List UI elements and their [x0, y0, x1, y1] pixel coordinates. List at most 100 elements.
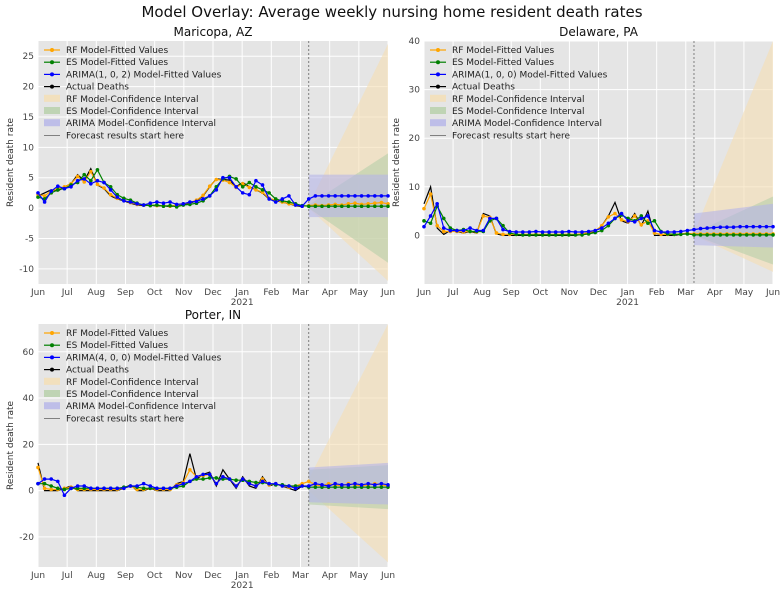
data-point [95, 182, 100, 187]
data-point [481, 214, 486, 218]
panel-delaware: 0 10 20 30 40 Jun Jul Aug Sep Oct Nov Dec Jan Feb Mar A… [392, 25, 780, 308]
data-point [42, 200, 47, 204]
legend-label: ARIMA Model-Confidence Interval [66, 402, 216, 412]
data-point [102, 486, 106, 491]
data-point [333, 481, 337, 486]
data-point [379, 481, 384, 486]
data-point [619, 218, 624, 222]
data-point [234, 185, 238, 189]
data-point [573, 230, 578, 234]
legend-swatch [430, 107, 446, 114]
data-point [692, 227, 696, 232]
data-point [764, 233, 769, 237]
data-point [174, 202, 179, 207]
data-point [207, 184, 212, 188]
data-point [435, 202, 439, 206]
legend-label: ARIMA Model-Confidence Interval [452, 119, 602, 129]
legend-label: RF Model-Fitted Values [66, 329, 168, 339]
y-tick-label: 25 [23, 52, 34, 62]
data-point [573, 233, 578, 237]
data-point [135, 202, 139, 206]
data-point [379, 204, 384, 209]
data-point [744, 233, 749, 237]
data-point [214, 177, 219, 182]
data-point [287, 194, 291, 198]
legend-label: RF Model-Confidence Interval [66, 378, 199, 388]
data-point [738, 233, 742, 237]
data-point [267, 191, 271, 195]
data-point [333, 194, 337, 198]
data-point [534, 233, 538, 237]
legend-marker [50, 48, 54, 52]
data-point [254, 178, 258, 183]
data-point [422, 224, 426, 229]
legend: RF Model-Fitted Values ES Model-Fitted Va… [44, 329, 222, 424]
data-point [49, 477, 54, 481]
data-point [372, 194, 377, 198]
legend-swatch [430, 94, 446, 102]
legend-swatch [44, 107, 60, 114]
data-point [593, 228, 598, 233]
data-point [148, 484, 153, 488]
data-point [181, 202, 186, 206]
data-point [214, 188, 219, 192]
x-tick-label: Sep [117, 288, 134, 298]
figure-title: Model Overlay: Average weekly nursing ho… [141, 3, 642, 21]
data-point [82, 172, 87, 177]
y-tick-label: -5 [25, 234, 34, 244]
data-point [36, 191, 40, 195]
data-point [448, 228, 453, 233]
data-point [188, 479, 192, 484]
data-point [115, 486, 120, 491]
x-tick-label: Feb [263, 288, 279, 298]
data-point [82, 180, 87, 184]
data-point [481, 228, 486, 233]
data-point [95, 486, 100, 491]
data-point [372, 204, 377, 209]
data-point [287, 200, 291, 204]
data-point [679, 229, 683, 234]
data-point [632, 214, 637, 218]
data-point [95, 167, 100, 172]
data-point [501, 232, 505, 237]
data-point [751, 224, 756, 229]
data-point [287, 484, 291, 488]
data-point [580, 230, 584, 234]
data-point [353, 204, 357, 209]
data-point [366, 485, 370, 489]
data-point [665, 230, 670, 234]
data-point [174, 484, 179, 488]
data-point [346, 483, 351, 487]
data-point [359, 194, 364, 198]
data-point [386, 194, 390, 198]
data-point [547, 230, 551, 234]
data-point [366, 194, 370, 198]
data-point [659, 230, 663, 234]
data-point [527, 233, 532, 237]
data-point [560, 233, 565, 237]
data-point [260, 188, 265, 192]
data-point [619, 211, 624, 216]
x-tick-label: Dec [590, 288, 607, 298]
data-point [379, 485, 384, 489]
data-point [632, 219, 637, 224]
data-point [488, 216, 492, 221]
series-arima [422, 202, 775, 234]
data-point [267, 481, 271, 486]
data-point [751, 233, 756, 237]
data-point [247, 192, 252, 197]
data-point [353, 485, 357, 489]
data-point [49, 484, 54, 488]
legend-label: ES Model-Confidence Interval [66, 107, 198, 117]
x-tick-label: Nov [175, 571, 193, 581]
data-point [501, 223, 505, 228]
data-point [247, 185, 252, 190]
x-tick-label: Jul [61, 288, 73, 298]
x-tick-label: Oct [533, 288, 549, 298]
y-tick-label: 0 [28, 204, 34, 214]
data-point [240, 185, 245, 189]
legend-label: Actual Deaths [452, 83, 515, 93]
data-point [461, 228, 466, 233]
x-tick-label: Apr [322, 288, 338, 298]
panel-title: Porter, IN [185, 308, 241, 322]
